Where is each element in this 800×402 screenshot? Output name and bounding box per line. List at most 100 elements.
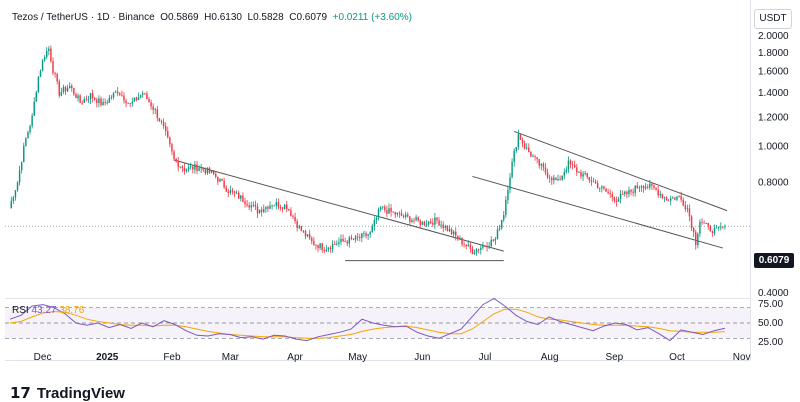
candle-body	[185, 169, 188, 171]
candle-body	[548, 177, 551, 179]
candle-body	[229, 190, 232, 194]
candle-body	[325, 249, 328, 252]
time-tick-label: May	[348, 352, 367, 363]
time-tick-label: Jul	[479, 352, 492, 363]
candle-body	[511, 161, 513, 178]
candle-body	[265, 206, 267, 210]
candle-body	[532, 156, 534, 158]
brand-footer[interactable]: 17 TradingView	[10, 384, 125, 402]
candle-body	[212, 170, 215, 174]
candle-body	[215, 173, 217, 177]
candle-body	[709, 225, 712, 232]
rsi-tick-label: 25.00	[758, 337, 783, 348]
candle-body	[621, 193, 624, 195]
candle-body	[442, 224, 444, 228]
candle-body	[707, 222, 709, 226]
candle-body	[240, 195, 242, 199]
candle-body	[530, 151, 532, 157]
candle-body	[599, 187, 601, 189]
trendline	[173, 159, 504, 252]
candle-body	[110, 97, 113, 99]
candle-body	[450, 229, 453, 235]
time-axis: Dec 2025 Feb Mar Apr May Jun Jul Aug Sep Oct Nov	[34, 352, 751, 363]
grid-lines	[5, 0, 751, 361]
candle-body	[171, 144, 173, 152]
candle-body	[16, 182, 19, 191]
candle-body	[505, 199, 507, 216]
candle-body	[603, 186, 605, 189]
candle-body	[12, 197, 15, 201]
candle-body	[344, 241, 346, 243]
candle-body	[146, 93, 148, 100]
candle-body	[384, 206, 386, 211]
trendline	[472, 175, 724, 249]
candle-body	[311, 238, 313, 242]
candle-body	[407, 214, 409, 217]
tradingview-logo-icon: 17	[10, 384, 31, 402]
candle-body	[98, 98, 100, 103]
candle-body	[379, 207, 382, 210]
time-tick-label: Apr	[287, 352, 303, 363]
candle-body	[396, 212, 399, 215]
candle-body	[277, 202, 280, 208]
candle-body	[386, 210, 388, 214]
candle-body	[440, 224, 442, 226]
candle-body	[717, 227, 720, 229]
candle-body	[89, 93, 92, 100]
candle-body	[521, 139, 524, 144]
candle-body	[129, 102, 131, 104]
candle-body	[119, 93, 121, 95]
candle-body	[434, 217, 436, 225]
candle-body	[48, 48, 50, 52]
candle-body	[25, 138, 27, 146]
candle-body	[421, 221, 424, 225]
candle-body	[573, 165, 576, 168]
candle-body	[632, 191, 634, 193]
candle-body	[394, 211, 396, 215]
candle-body	[313, 241, 315, 245]
candle-body	[615, 200, 618, 202]
candle-body	[484, 245, 486, 247]
candle-body	[319, 243, 321, 249]
time-tick-label: Jun	[414, 352, 430, 363]
currency-button[interactable]: USDT	[754, 9, 792, 29]
time-tick-label: Mar	[222, 352, 240, 363]
candle-body	[273, 205, 275, 207]
candle-body	[517, 134, 520, 147]
candle-body	[419, 220, 422, 225]
candle-body	[684, 205, 687, 209]
candle-body	[381, 206, 384, 208]
candle-body	[463, 244, 465, 246]
candle-body	[300, 226, 303, 231]
candle-body	[250, 205, 252, 208]
candle-body	[555, 177, 557, 181]
candle-body	[127, 102, 129, 104]
candle-body	[390, 208, 392, 212]
candle-body	[423, 221, 426, 226]
candle-body	[10, 200, 12, 209]
candle-body	[233, 191, 236, 194]
candle-body	[219, 179, 221, 182]
candle-body	[123, 95, 125, 101]
candle-body	[323, 250, 326, 252]
candle-body	[235, 192, 238, 194]
candle-body	[331, 243, 334, 249]
candle-body	[400, 213, 403, 216]
candle-body	[352, 238, 355, 240]
candle-body	[66, 88, 69, 92]
candle-body	[363, 233, 365, 235]
candle-body	[346, 241, 348, 244]
candle-body	[83, 99, 86, 103]
candle-body	[523, 143, 526, 149]
candle-body	[551, 178, 553, 181]
candle-body	[534, 156, 536, 158]
candle-body	[588, 176, 591, 181]
candle-body	[77, 95, 79, 99]
candle-body	[638, 187, 641, 189]
candle-body	[333, 243, 336, 245]
candle-body	[192, 166, 194, 170]
candle-body	[471, 248, 474, 255]
candle-body	[475, 249, 478, 253]
candle-body	[438, 220, 440, 226]
